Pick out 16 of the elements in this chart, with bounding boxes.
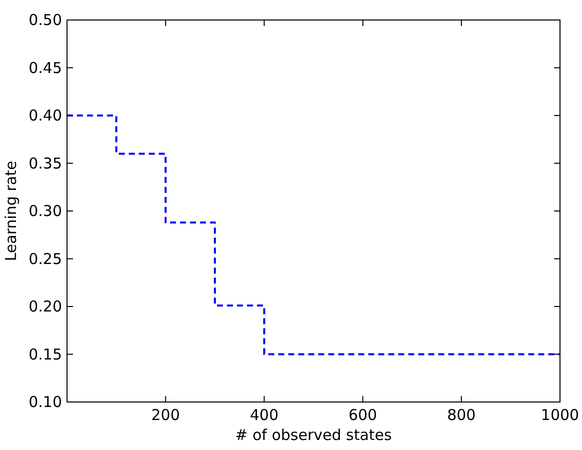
x-tick-label: 600	[348, 406, 378, 424]
y-tick-label: 0.20	[28, 298, 62, 316]
y-tick-label: 0.25	[28, 250, 62, 268]
y-tick-label: 0.45	[28, 58, 62, 77]
x-tick-label: 200	[151, 406, 180, 424]
y-tick-label: 0.30	[28, 202, 62, 220]
y-tick-label: 0.10	[28, 393, 62, 411]
y-tick-label: 0.40	[28, 106, 62, 124]
x-axis-title: # of observed states	[235, 426, 392, 444]
y-tick-label: 0.15	[28, 345, 62, 364]
y-tick-label: 0.35	[28, 154, 62, 172]
x-tick-label: 400	[250, 406, 279, 424]
x-tick-label: 1000	[540, 406, 580, 424]
y-tick-label: 0.50	[28, 11, 62, 29]
y-axis-title: Learning rate	[2, 160, 20, 262]
x-tick-label: 800	[447, 406, 476, 424]
